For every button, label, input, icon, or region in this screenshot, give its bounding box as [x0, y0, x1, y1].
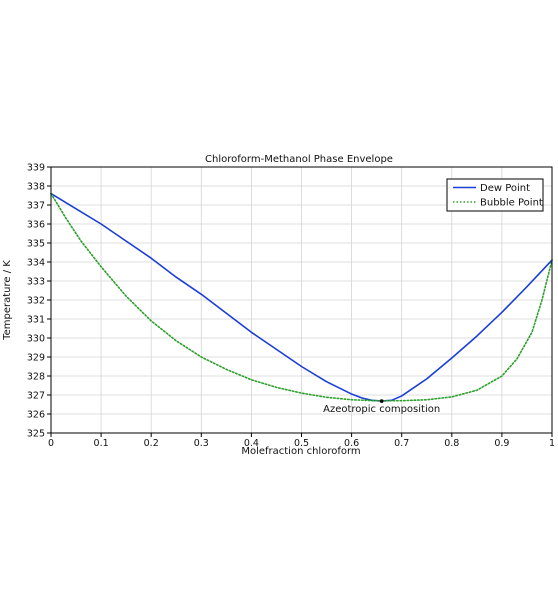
y-tick-label: 336	[27, 220, 45, 231]
x-tick-label: 1	[549, 438, 555, 449]
axis-ticks: 0 0.1 0.2 0.3 0.4 0.5 0.6 0.7 0.8 0.9 1 325 326 327 32…	[27, 163, 555, 450]
x-tick-label: 0.5	[294, 438, 309, 449]
y-tick-label: 328	[27, 372, 45, 383]
chart-title: Chloroform-Methanol Phase Envelope	[205, 154, 393, 165]
y-tick-label: 334	[27, 258, 45, 269]
x-tick-label: 0.4	[244, 438, 259, 449]
x-tick-label: 0.9	[494, 438, 509, 449]
azeotrope-marker	[379, 399, 384, 403]
y-axis-title: Temperature / K	[2, 260, 13, 341]
x-tick-label: 0.1	[94, 438, 109, 449]
x-tick-label: 0.6	[344, 438, 359, 449]
x-tick-label: 0	[48, 438, 54, 449]
y-tick-label: 325	[27, 429, 45, 440]
y-tick-label: 338	[27, 182, 45, 193]
y-tick-label: 329	[27, 353, 45, 364]
series-line-dew-point	[50, 192, 553, 402]
y-tick-label: 335	[27, 239, 45, 250]
y-tick-label: 330	[27, 334, 45, 345]
legend-label-dew-point: Dew Point	[480, 183, 530, 194]
legend-label-bubble-point: Bubble Point	[480, 198, 543, 209]
x-tick-label: 0.3	[194, 438, 209, 449]
y-tick-label: 337	[27, 201, 45, 212]
plot-area-frame	[50, 166, 553, 434]
x-tick-label: 0.2	[144, 438, 159, 449]
annotation-label: Azeotropic composition	[323, 404, 440, 415]
y-tick-label: 326	[27, 410, 45, 421]
y-tick-label: 331	[27, 315, 45, 326]
x-tick-label: 0.7	[394, 438, 409, 449]
y-tick-label: 333	[27, 277, 45, 288]
y-tick-label: 327	[27, 391, 45, 402]
series-lines	[50, 192, 553, 402]
series-line-bubble-point	[50, 192, 553, 402]
x-tick-label: 0.8	[444, 438, 459, 449]
legend-box	[446, 178, 544, 212]
y-tick-label: 339	[27, 163, 45, 174]
legend: Dew Point Bubble Point	[446, 178, 544, 212]
annotations: Azeotropic composition	[323, 399, 440, 415]
y-tick-label: 332	[27, 296, 45, 307]
x-axis-title: Molefraction chloroform	[241, 446, 360, 457]
